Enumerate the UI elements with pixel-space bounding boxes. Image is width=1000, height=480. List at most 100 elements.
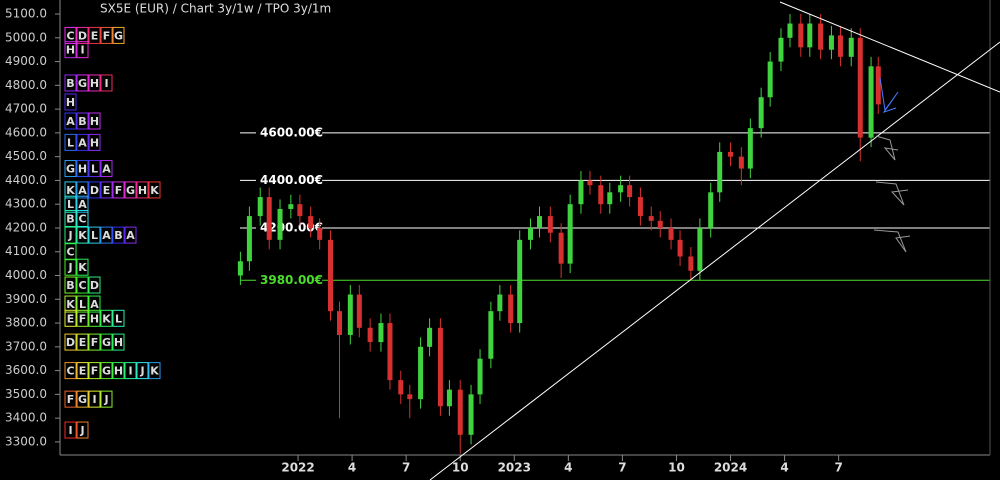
tpo-cell	[76, 258, 89, 276]
y-tick-label: 4100.0	[5, 244, 47, 258]
candle-body	[837, 35, 843, 57]
tpo-letter: J	[79, 424, 84, 437]
tpo-cell	[76, 26, 89, 44]
x-tick-label: 4	[348, 461, 356, 475]
tpo-letter: B	[66, 77, 74, 90]
candle-body	[848, 37, 854, 57]
level-label: 3980.00€	[260, 273, 323, 287]
tpo-letter: F	[115, 184, 123, 197]
candle-body	[818, 23, 824, 50]
tpo-letter: H	[114, 365, 123, 378]
x-tick-label: 7	[618, 461, 626, 475]
tpo-letter: B	[78, 115, 86, 128]
tpo-letter: K	[66, 298, 75, 311]
candle-body	[747, 128, 753, 169]
tpo-cell	[112, 181, 125, 199]
tpo-cell	[88, 133, 101, 151]
tpo-cell	[64, 309, 77, 327]
tpo-cell	[88, 333, 101, 351]
candle-body	[347, 294, 353, 335]
tpo-cell	[100, 226, 113, 244]
tpo-letter: I	[68, 424, 72, 437]
tpo-letter: I	[128, 365, 132, 378]
y-tick-label: 5000.0	[5, 30, 47, 44]
tpo-letter: A	[126, 229, 135, 242]
candle-body	[688, 256, 694, 271]
tpo-letter: E	[67, 312, 75, 325]
tpo-letter: F	[103, 29, 111, 42]
y-tick-label: 5100.0	[5, 7, 47, 21]
tpo-cell	[112, 309, 125, 327]
candle-body	[657, 220, 663, 228]
level-label-bg	[256, 220, 322, 235]
tpo-letter: C	[78, 212, 86, 225]
tpo-cell	[64, 258, 77, 276]
tpo-letter: J	[103, 393, 108, 406]
tpo-cell	[64, 421, 77, 439]
tpo-letter: G	[102, 336, 111, 349]
tpo-cell	[100, 362, 113, 380]
tpo-cell	[88, 26, 101, 44]
tpo-cell	[76, 333, 89, 351]
tpo-letter: H	[90, 312, 99, 325]
tpo-cell	[64, 295, 77, 313]
chart-title: SX5E (EUR) / Chart 3y/1w / TPO 3y/1m	[100, 2, 331, 16]
tpo-cell	[148, 362, 161, 380]
candle-body	[266, 197, 272, 240]
candle-body	[418, 346, 424, 400]
candle-body	[327, 239, 333, 312]
tpo-cell	[88, 276, 101, 294]
candle-body	[627, 185, 633, 198]
candle-body	[738, 156, 744, 169]
candle-body	[578, 180, 584, 205]
tpo-letter: L	[67, 136, 74, 149]
tpo-cell	[88, 362, 101, 380]
candle-body	[246, 216, 252, 262]
tpo-cell	[64, 112, 77, 130]
tpo-letter: F	[67, 393, 75, 406]
candle-body	[356, 294, 362, 328]
tpo-cell	[76, 160, 89, 178]
tpo-cell	[112, 333, 125, 351]
tpo-cell	[88, 226, 101, 244]
y-tick-label: 3300.0	[5, 434, 47, 448]
tpo-letter: K	[102, 312, 111, 325]
tpo-cell	[112, 26, 125, 44]
tpo-cell	[100, 26, 113, 44]
tpo-cell	[88, 74, 101, 92]
candle-body	[427, 327, 433, 347]
projection-arrow	[875, 135, 899, 161]
candle-body	[387, 323, 393, 381]
tpo-cell	[112, 362, 125, 380]
tpo-cell	[76, 74, 89, 92]
tpo-cell	[100, 309, 113, 327]
candle-body	[277, 208, 283, 240]
tpo-letter: J	[67, 229, 72, 242]
tpo-cell	[88, 309, 101, 327]
trend-line	[429, 41, 1000, 480]
tpo-letter: H	[90, 136, 99, 149]
candle-body	[677, 239, 683, 257]
candle-body	[398, 380, 404, 395]
candle-body	[437, 327, 443, 407]
tpo-cell	[64, 390, 77, 408]
tpo-cell	[100, 333, 113, 351]
candle-body	[717, 151, 723, 193]
tpo-letter: I	[104, 77, 108, 90]
tpo-letter: A	[102, 229, 111, 242]
tpo-letter: E	[79, 365, 87, 378]
tpo-letter: J	[139, 365, 144, 378]
tpo-cell	[76, 181, 89, 199]
tpo-cell	[76, 112, 89, 130]
candle-body	[558, 232, 564, 264]
candle-body	[336, 311, 342, 335]
tpo-cell	[136, 362, 149, 380]
candle-body	[728, 151, 734, 157]
y-tick-label: 4400.0	[5, 173, 47, 187]
tpo-cell	[88, 112, 101, 130]
tpo-cell	[76, 421, 89, 439]
tpo-cell	[64, 41, 77, 59]
candle-body	[787, 23, 793, 38]
tpo-cell	[64, 195, 77, 213]
